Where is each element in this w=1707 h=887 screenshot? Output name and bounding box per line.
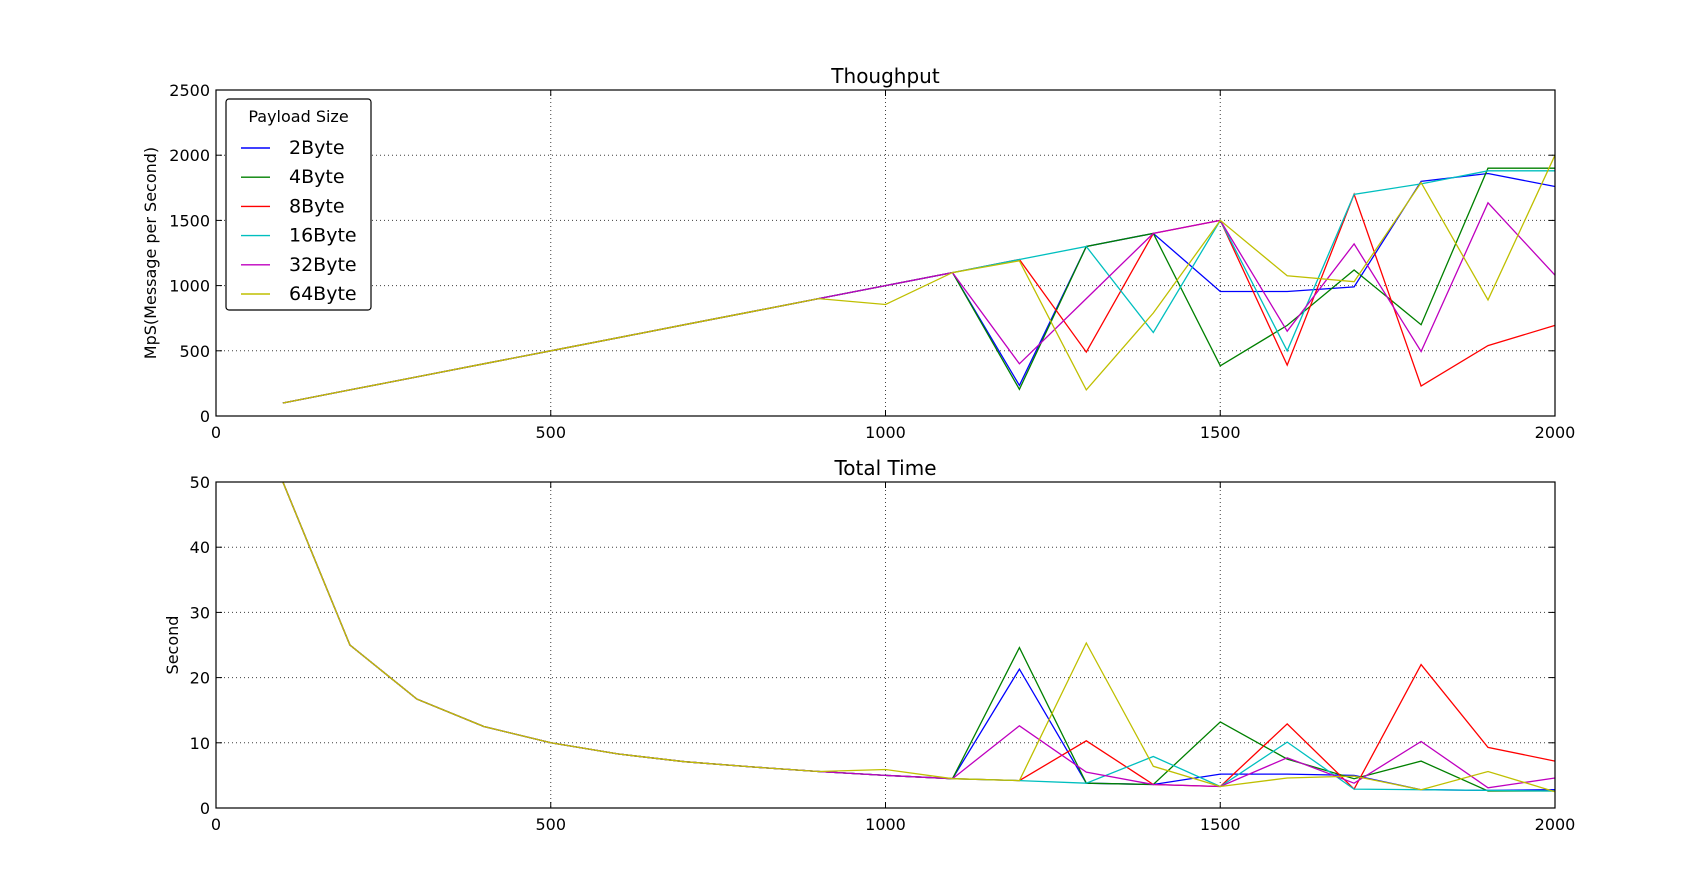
legend-label-64byte: 64Byte [289, 283, 357, 305]
throughput-x-tick-label: 2000 [1535, 423, 1576, 442]
total-time-series-line-series-6 [282, 481, 1556, 793]
legend-title: Payload Size [248, 107, 348, 126]
total-time-y-tick-label: 0 [200, 799, 210, 818]
throughput-series [282, 154, 1556, 404]
throughput-chart: Thoughput MpS(Message per Second) 0 500 10… [141, 64, 1575, 442]
throughput-x-tick-label: 1000 [865, 423, 906, 442]
legend-box [225, 98, 372, 311]
total-time-x-tick-label: 2000 [1535, 815, 1576, 834]
total-time-y-tick-label: 40 [190, 538, 210, 557]
total-time-y-axis-label: Second [163, 616, 182, 675]
throughput-x-tick-label: 1500 [1200, 423, 1241, 442]
throughput-x-tick-label: 500 [535, 423, 566, 442]
throughput-ticks: 0 500 1000 1500 2000 0 500 1000 1500 2000 2500 [169, 81, 1575, 442]
total-time-x-tick-label: 1000 [865, 815, 906, 834]
total-time-chart: Total Time Second 0 500 1000 1500 2000 0 10 20 3… [163, 456, 1575, 834]
throughput-x-tick-label: 0 [211, 423, 221, 442]
total-time-x-tick-label: 0 [211, 815, 221, 834]
legend-label-32byte: 32Byte [289, 254, 357, 276]
throughput-y-tick-label: 0 [200, 407, 210, 426]
total-time-y-tick-label: 50 [190, 473, 210, 492]
throughput-y-tick-label: 1000 [169, 277, 210, 296]
throughput-y-tick-label: 500 [179, 342, 210, 361]
throughput-y-tick-label: 2500 [169, 81, 210, 100]
total-time-chart-title: Total Time [833, 456, 936, 480]
throughput-y-tick-label: 2000 [169, 146, 210, 165]
legend-label-8byte: 8Byte [289, 195, 345, 217]
legend-label-4byte: 4Byte [289, 166, 345, 188]
total-time-x-tick-label: 500 [535, 815, 566, 834]
total-time-y-tick-label: 20 [190, 669, 210, 688]
throughput-y-axis-label: MpS(Message per Second) [141, 147, 160, 359]
total-time-x-tick-label: 1500 [1200, 815, 1241, 834]
total-time-series [282, 481, 1556, 793]
total-time-y-tick-label: 30 [190, 603, 210, 622]
throughput-y-tick-label: 1500 [169, 211, 210, 230]
total-time-ticks: 0 500 1000 1500 2000 0 10 20 30 40 50 [190, 473, 1576, 834]
throughput-chart-title: Thoughput [830, 64, 940, 88]
throughput-series-line-64byte [282, 154, 1556, 404]
legend-label-2byte: 2Byte [289, 137, 345, 159]
throughput-legend: Payload Size 2Byte 4Byte 8Byte 16Byte 32Byte… [225, 98, 372, 311]
total-time-y-tick-label: 10 [190, 734, 210, 753]
legend-label-16byte: 16Byte [289, 225, 357, 247]
